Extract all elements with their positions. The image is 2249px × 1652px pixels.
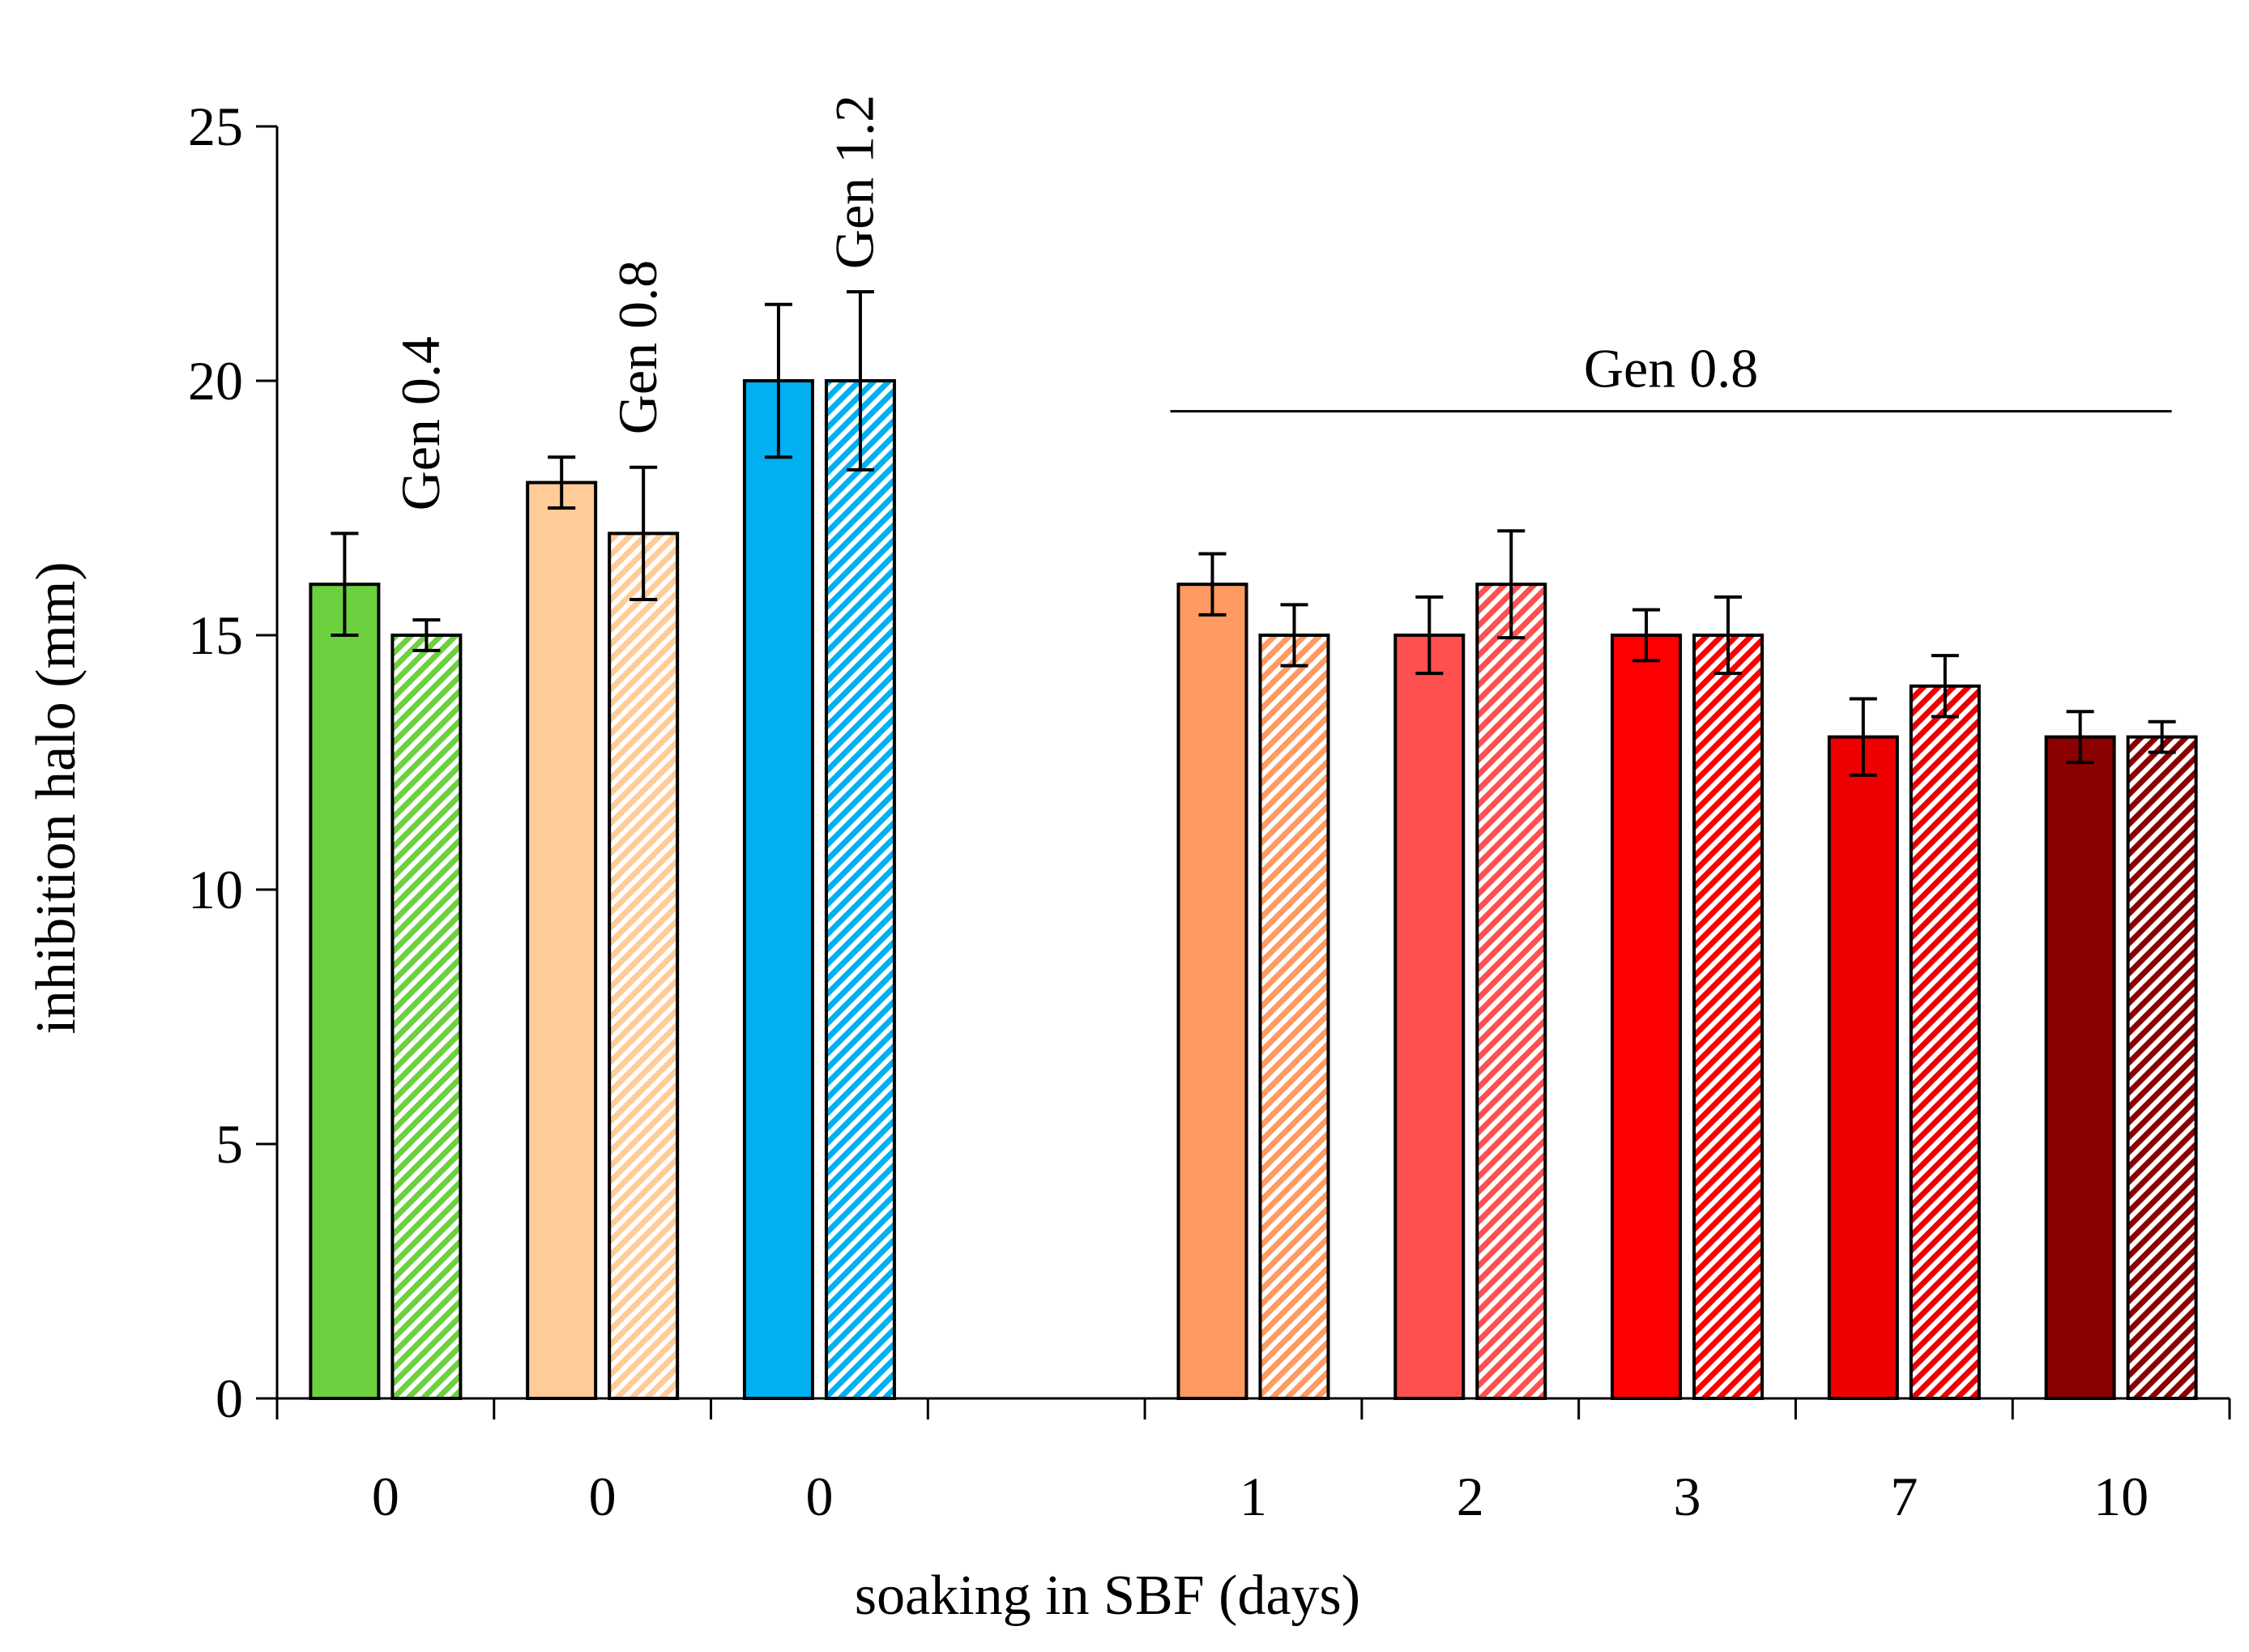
group-label: Gen 0.4 [390, 336, 451, 510]
y-tick-label: 5 [216, 1113, 243, 1175]
x-tick-label: 0 [372, 1466, 399, 1527]
annotation-label: Gen 0.8 [1584, 338, 1758, 399]
y-tick-label: 0 [216, 1368, 243, 1429]
bar-solid [1827, 735, 1899, 1400]
x-tick-label: 0 [589, 1466, 617, 1527]
x-tick-label: 3 [1674, 1466, 1701, 1527]
y-tick-label: 25 [188, 96, 243, 157]
x-tick-label: 0 [805, 1466, 833, 1527]
bar-hatched [390, 634, 463, 1400]
x-tick-label: 10 [2093, 1466, 2149, 1527]
x-tick-label: 7 [1890, 1466, 1918, 1527]
labels: Gen 0.4 Gen 0.8 Gen 1.2 soaking in SBF (day… [25, 95, 2172, 1627]
bar-hatched [824, 379, 896, 1400]
bar-solid [526, 480, 598, 1400]
y-axis-title: inhibition halo (mm) [25, 561, 87, 1034]
bar-hatched [2126, 735, 2198, 1400]
y-tick-label: 10 [188, 859, 243, 920]
x-tick-label: 1 [1240, 1466, 1267, 1527]
bar-hatched [1258, 634, 1330, 1400]
x-axis-title: soaking in SBF (days) [855, 1564, 1360, 1627]
group-label: Gen 0.8 [607, 260, 668, 434]
x-tick-label: 2 [1457, 1466, 1484, 1527]
group-label: Gen 1.2 [824, 95, 886, 269]
bar-hatched [608, 531, 680, 1400]
bar-hatched [1692, 634, 1765, 1400]
bar-hatched [1475, 583, 1547, 1400]
y-tick-label: 20 [188, 350, 243, 412]
bar-solid [1611, 634, 1683, 1400]
bar-solid [742, 379, 814, 1400]
plot-area [309, 290, 2198, 1400]
bar-solid [1393, 634, 1466, 1400]
bar-solid [309, 583, 381, 1400]
axes: 0 5 10 15 20 25 0 0 0 1 2 3 7 10 [188, 96, 2231, 1527]
y-tick-label: 15 [188, 604, 243, 666]
bar-solid [1176, 583, 1248, 1400]
bar-solid [2044, 735, 2116, 1400]
bar-hatched [1909, 684, 1981, 1400]
